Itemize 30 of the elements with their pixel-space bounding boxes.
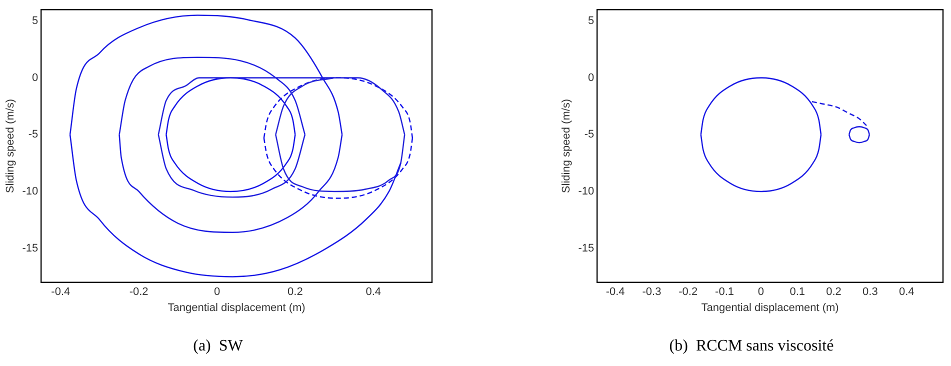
y-axis-title: Sliding speed (m/s)	[4, 98, 17, 194]
y-tick-label: 5	[588, 15, 594, 27]
y-tick-label: -5	[584, 128, 594, 141]
y-tick-label: 0	[588, 72, 594, 84]
x-tick-label: -0.4	[606, 286, 625, 298]
x-tick-label: 0.4	[898, 286, 914, 298]
x-axis-title: Tangential displacement (m)	[168, 302, 306, 314]
x-tick-label: 0.1	[790, 286, 806, 298]
y-tick-label: -10	[22, 186, 38, 198]
x-tick-label: 0.3	[862, 286, 878, 298]
text: (b) RCCM sans viscosité	[669, 338, 834, 355]
x-tick-label: -0.3	[642, 286, 662, 298]
y-tick-label: 5	[32, 15, 38, 27]
text: (a) SW	[193, 338, 244, 355]
x-tick-label: 0.2	[826, 286, 842, 298]
x-tick-label: -0.2	[678, 286, 698, 298]
x-tick-label: -0.4	[51, 286, 70, 298]
y-tick-label: -10	[578, 186, 594, 198]
x-tick-label: 0	[214, 286, 220, 298]
x-tick-label: 0.4	[366, 286, 382, 298]
x-axis-title: Tangential displacement (m)	[701, 302, 839, 314]
x-tick-label: -0.2	[129, 286, 148, 298]
x-tick-label: -0.1	[715, 286, 734, 298]
y-axis-title: Sliding speed (m/s)	[560, 98, 573, 194]
y-tick-label: -15	[578, 242, 594, 254]
x-tick-label: 0	[758, 286, 764, 298]
y-tick-label: 0	[32, 72, 38, 84]
x-tick-label: 0.2	[288, 286, 303, 298]
y-tick-label: -15	[22, 242, 38, 254]
y-tick-label: -5	[28, 128, 38, 141]
